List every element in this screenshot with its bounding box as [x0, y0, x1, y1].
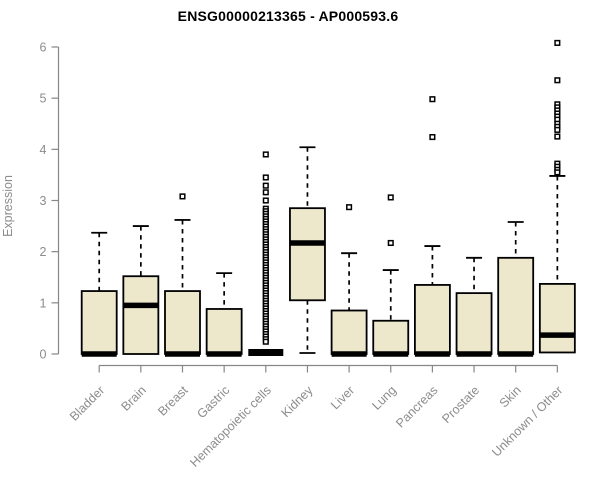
y-tick-label: 0 — [40, 348, 47, 362]
outlier-point — [262, 182, 269, 189]
outlier-point — [262, 338, 269, 345]
outlier-point — [262, 189, 269, 196]
box — [122, 275, 160, 355]
box — [497, 256, 535, 355]
box — [372, 319, 410, 355]
y-tick-label: 3 — [40, 194, 47, 208]
box — [413, 284, 451, 355]
y-tick-label: 1 — [40, 296, 47, 310]
outlier-point — [554, 126, 561, 133]
box — [289, 207, 326, 302]
x-category-label: Kidney — [279, 383, 316, 420]
y-tick-label: 2 — [40, 245, 47, 259]
x-category-label: Hematopoietic cells — [187, 383, 274, 470]
outlier-point — [387, 194, 394, 201]
outlier-point — [387, 239, 394, 247]
outlier-point — [554, 169, 561, 176]
x-category-label: Bladder — [67, 383, 107, 423]
x-category-label: Liver — [328, 383, 357, 412]
x-category-label: Breast — [155, 383, 191, 419]
x-category-label: Skin — [497, 383, 524, 410]
box — [538, 283, 576, 354]
x-category-label: Lung — [369, 383, 399, 413]
outlier-point — [262, 151, 269, 158]
box — [205, 308, 243, 355]
outlier-point — [179, 193, 186, 200]
x-category-label: Brain — [118, 383, 149, 414]
box — [164, 290, 201, 355]
outlier-point — [346, 204, 353, 211]
outlier-point — [554, 133, 561, 140]
y-tick-label: 6 — [40, 41, 47, 55]
box — [80, 290, 118, 355]
box — [330, 309, 368, 355]
y-tick-label: 5 — [40, 92, 47, 106]
x-category-label: Unknown / Other — [489, 383, 565, 459]
outlier-point — [554, 77, 561, 84]
outlier-point — [429, 134, 436, 141]
outlier-point — [262, 174, 269, 181]
chart-title: ENSG00000213365 - AP000593.6 — [177, 8, 399, 24]
x-category-label: Gastric — [194, 383, 232, 421]
outlier-point — [429, 96, 436, 103]
box — [455, 292, 493, 355]
outlier-point — [554, 39, 561, 46]
x-category-label: Pancreas — [393, 383, 440, 430]
outlier-point — [262, 197, 269, 204]
y-tick-label: 4 — [40, 143, 47, 157]
x-category-label: Prostate — [439, 383, 482, 426]
